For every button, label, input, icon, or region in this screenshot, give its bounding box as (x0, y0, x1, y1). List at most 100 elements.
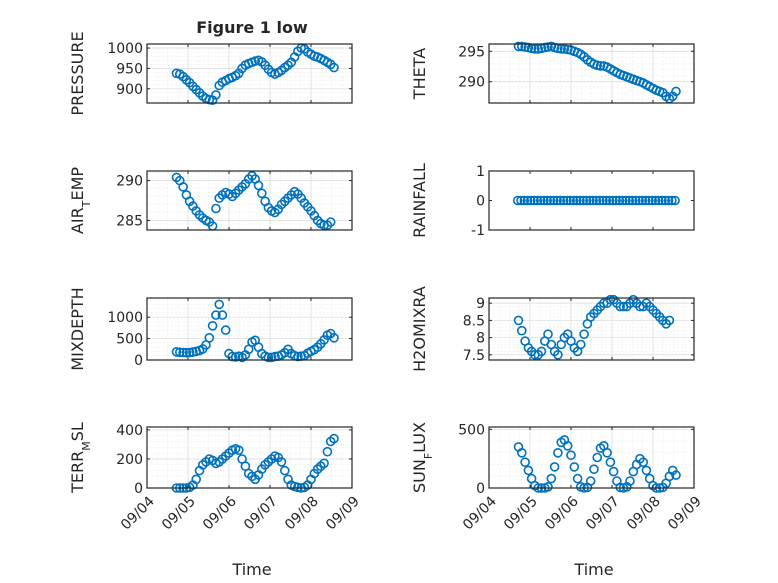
data-point (276, 457, 287, 467)
data-point (329, 332, 339, 343)
subplot-4: -1 0 1 RAINFALL (410, 163, 695, 239)
data-point (191, 474, 201, 485)
y-tick-label: 290 (116, 174, 143, 190)
y-axis-label: TERRMSL (68, 422, 93, 494)
data-point (594, 195, 605, 206)
data-point (536, 346, 547, 357)
data-point (530, 44, 540, 54)
data-point (604, 195, 615, 206)
data-point (602, 447, 612, 458)
data-point (638, 457, 649, 468)
axes-frame (488, 43, 695, 104)
data-point (608, 466, 619, 477)
data-point (523, 465, 534, 476)
data-point (556, 44, 567, 54)
data-point (553, 349, 563, 360)
data-point (611, 195, 621, 206)
data-point (592, 452, 603, 463)
data-point (578, 195, 589, 206)
y-tick-label: 200 (116, 452, 143, 468)
data-point (585, 195, 595, 206)
data-point (581, 195, 592, 206)
figure-title: Figure 1 low (196, 18, 308, 37)
data-point (513, 315, 524, 326)
data-point (234, 445, 244, 456)
axes-frame (488, 297, 695, 361)
data-point (569, 462, 580, 472)
data-point (545, 195, 556, 206)
y-tick-label: 500 (458, 422, 485, 438)
data-point (279, 465, 290, 476)
y-tick-label: 0 (476, 194, 485, 210)
data-point (270, 351, 280, 362)
data-point (552, 195, 562, 206)
data-point (671, 470, 681, 480)
data-point (516, 325, 527, 336)
y-axis-label: MIXDEPTH (68, 287, 87, 370)
data-point (595, 61, 606, 71)
data-point (548, 195, 559, 206)
data-point (641, 465, 652, 476)
axes-frame (488, 426, 695, 489)
data-point (525, 195, 536, 206)
data-point (605, 457, 616, 468)
data-point (614, 195, 625, 206)
y-axis-label: SUNFLUX (410, 422, 435, 493)
data-point (325, 217, 336, 227)
data-point (204, 332, 215, 343)
data-point (591, 195, 602, 206)
y-tick-label: 8 (476, 331, 485, 347)
data-point (543, 481, 553, 492)
y-tick-label: 0 (134, 481, 143, 497)
data-point (562, 195, 572, 206)
y-axis-label: THETA (410, 48, 429, 100)
x-axis-label-left: Time (231, 560, 271, 579)
data-point (640, 195, 651, 206)
data-point (543, 329, 553, 340)
data-point (667, 195, 677, 206)
y-axis-label: PRESSURE (68, 31, 87, 115)
data-point (181, 347, 192, 358)
data-point (329, 433, 339, 444)
data-point (171, 347, 182, 357)
y-tick-label: 8.5 (463, 313, 485, 329)
data-point (211, 310, 221, 320)
subplot-2: 290 295 THETA (410, 41, 695, 104)
data-point (562, 440, 573, 451)
data-point (214, 299, 224, 310)
data-point (650, 195, 661, 206)
data-point (522, 195, 533, 206)
data-point (549, 462, 560, 472)
data-point (220, 325, 231, 335)
data-point (653, 195, 664, 206)
data-point (256, 188, 267, 199)
subplot-5: 0 500 1000 MIXDEPTH (68, 287, 353, 371)
y-tick-label: 0 (134, 353, 143, 369)
axes-frame (146, 297, 353, 361)
data-point (565, 195, 576, 206)
axes-frame (146, 170, 353, 231)
subplot-3: 285 290 AIRTEMP (68, 167, 353, 234)
data-point (598, 195, 608, 206)
data-point (207, 320, 218, 331)
data-point (513, 41, 524, 52)
data-point (575, 195, 585, 206)
data-point (589, 464, 599, 475)
subplot-1: 900 950 1000 PRESSURE (68, 31, 353, 116)
x-axis-label-right: Time (573, 560, 613, 579)
y-tick-label: 400 (116, 423, 143, 439)
y-tick-label: 1000 (107, 41, 143, 57)
y-tick-label: 500 (116, 332, 143, 348)
data-point (555, 195, 566, 206)
data-point (558, 195, 569, 206)
data-point (579, 329, 589, 340)
data-point (519, 195, 530, 206)
y-axis-label: H2OMIXRA (410, 286, 429, 372)
y-tick-label: 950 (116, 61, 143, 77)
y-tick-label: 9 (476, 296, 485, 312)
y-tick-label: 0 (476, 481, 485, 497)
data-point (529, 195, 539, 206)
data-point (617, 195, 628, 206)
axes-frame (146, 43, 353, 104)
y-tick-label: 7.5 (463, 348, 485, 364)
